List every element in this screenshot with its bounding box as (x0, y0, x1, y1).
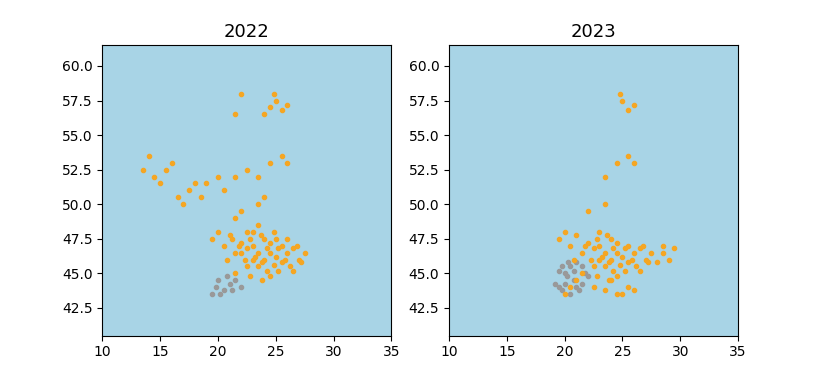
Title: 2022: 2022 (224, 23, 269, 41)
Title: 2023: 2023 (570, 23, 616, 41)
